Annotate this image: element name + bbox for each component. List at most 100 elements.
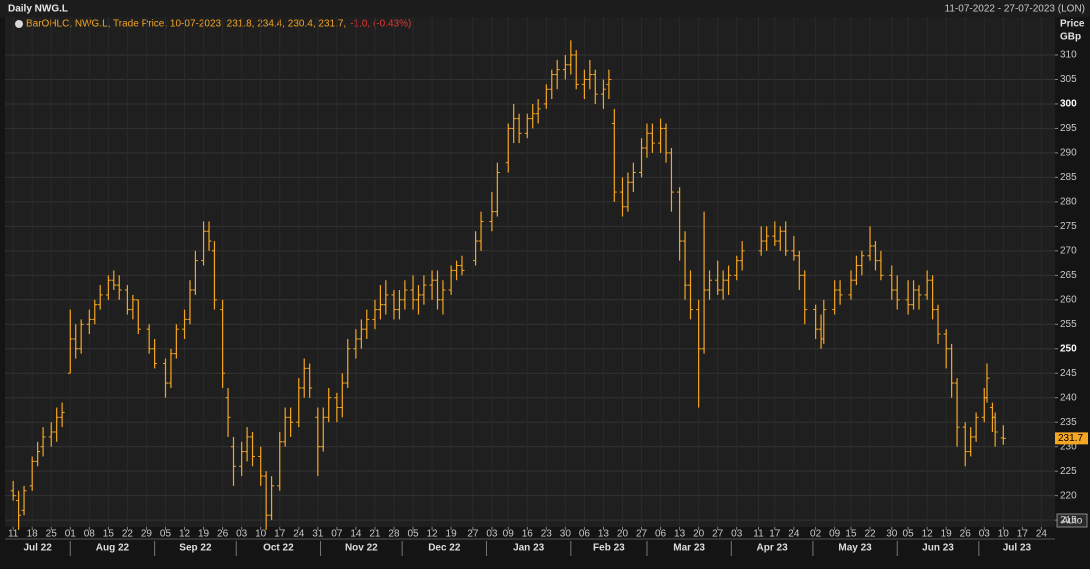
y-axis-unit: GBp	[1060, 32, 1081, 43]
x-tick-label: 05	[160, 529, 172, 540]
legend-icon[interactable]	[15, 20, 23, 28]
month-label: Jul 23	[1003, 543, 1032, 554]
legend-change: -1.0, (-0.43%)	[350, 19, 411, 30]
month-label: Feb 23	[593, 543, 625, 554]
x-tick-label: 01	[65, 529, 77, 540]
x-tick-label: 10	[998, 529, 1010, 540]
x-tick-label: 22	[122, 529, 134, 540]
y-tick-label: 310	[1060, 50, 1077, 61]
x-tick-label: 06	[655, 529, 667, 540]
month-label: Jul 22	[23, 543, 52, 554]
legend-text: BarOHLC, NWG.L, Trade Price, 10-07-2023,…	[26, 19, 346, 30]
x-tick-label: 06	[579, 529, 591, 540]
y-tick-label: 285	[1060, 172, 1077, 183]
last-price-label: 231.7	[1058, 433, 1083, 444]
chart-title: Daily NWG.L	[8, 4, 68, 15]
x-tick-label: 24	[293, 529, 305, 540]
y-tick-label: 235	[1060, 417, 1077, 428]
x-tick-label: 19	[941, 529, 953, 540]
x-tick-label: 09	[829, 529, 841, 540]
x-tick-label: 09	[503, 529, 515, 540]
x-tick-label: 02	[810, 529, 822, 540]
x-tick-label: 26	[960, 529, 972, 540]
x-tick-label: 17	[769, 529, 781, 540]
x-tick-label: 22	[864, 529, 876, 540]
month-label: Sep 22	[179, 543, 212, 554]
x-tick-label: 03	[486, 529, 498, 540]
x-tick-label: 13	[674, 529, 686, 540]
y-tick-label: 265	[1060, 270, 1077, 281]
plot-area	[5, 17, 1055, 527]
y-tick-label: 225	[1060, 466, 1077, 477]
month-label: Jan 23	[513, 543, 545, 554]
x-tick-label: 20	[617, 529, 629, 540]
y-tick-label: 240	[1060, 392, 1077, 403]
x-tick-label: 29	[141, 529, 153, 540]
x-tick-label: 17	[274, 529, 286, 540]
y-tick-label: 230	[1060, 441, 1077, 452]
date-range: 11-07-2022 - 27-07-2023 (LON)	[945, 4, 1085, 15]
auto-button-label[interactable]: Auto	[1062, 516, 1083, 527]
x-tick-label: 12	[427, 529, 439, 540]
x-tick-label: 24	[1036, 529, 1048, 540]
x-tick-label: 08	[84, 529, 96, 540]
y-tick-label: 245	[1060, 368, 1077, 379]
x-tick-label: 21	[369, 529, 381, 540]
x-tick-label: 27	[712, 529, 724, 540]
x-tick-label: 19	[198, 529, 210, 540]
y-tick-label: 220	[1060, 490, 1077, 501]
x-tick-label: 11	[8, 529, 19, 540]
last-price-tag	[1055, 432, 1088, 445]
x-tick-label: 25	[46, 529, 58, 540]
month-label: Aug 22	[96, 543, 130, 554]
y-tick-label: 275	[1060, 221, 1077, 232]
x-tick-label: 30	[560, 529, 572, 540]
y-tick-label: 295	[1060, 123, 1077, 134]
y-tick-label: 260	[1060, 294, 1077, 305]
x-tick-label: 24	[788, 529, 800, 540]
x-tick-label: 15	[103, 529, 115, 540]
x-tick-label: 31	[312, 529, 324, 540]
y-tick-label: 280	[1060, 197, 1077, 208]
x-tick-label: 14	[350, 529, 362, 540]
y-tick-label: 215	[1060, 515, 1077, 526]
x-tick-label: 07	[331, 529, 343, 540]
x-tick-label: 13	[598, 529, 610, 540]
month-label: Dec 22	[428, 543, 461, 554]
y-tick-label: 255	[1060, 319, 1077, 330]
month-label: Apr 23	[757, 543, 789, 554]
x-tick-label: 28	[388, 529, 400, 540]
x-tick-label: 03	[979, 529, 991, 540]
month-label: Mar 23	[673, 543, 705, 554]
x-tick-label: 03	[731, 529, 743, 540]
x-tick-label: 23	[541, 529, 553, 540]
x-tick-label: 26	[217, 529, 229, 540]
x-tick-label: 11	[753, 529, 764, 540]
y-tick-label: 305	[1060, 74, 1077, 85]
month-label: Nov 22	[345, 543, 378, 554]
x-tick-label: 20	[693, 529, 705, 540]
x-tick-label: 05	[903, 529, 915, 540]
x-tick-label: 15	[845, 529, 857, 540]
month-label: Oct 22	[263, 543, 294, 554]
x-tick-label: 17	[1017, 529, 1029, 540]
y-axis-label: Price	[1060, 19, 1085, 30]
x-tick-label: 16	[522, 529, 534, 540]
x-tick-label: 10	[255, 529, 267, 540]
x-tick-label: 27	[636, 529, 648, 540]
x-tick-label: 12	[922, 529, 934, 540]
x-tick-label: 05	[407, 529, 419, 540]
y-tick-label: 270	[1060, 245, 1077, 256]
month-label: Jun 23	[922, 543, 954, 554]
x-tick-label: 27	[467, 529, 479, 540]
header-bar	[0, 0, 1090, 17]
month-label: May 23	[838, 543, 872, 554]
x-tick-label: 12	[179, 529, 191, 540]
y-tick-label: 300	[1060, 99, 1077, 110]
y-tick-label: 290	[1060, 148, 1077, 159]
x-tick-label: 30	[886, 529, 898, 540]
y-tick-label: 250	[1060, 343, 1077, 354]
x-tick-label: 03	[236, 529, 248, 540]
